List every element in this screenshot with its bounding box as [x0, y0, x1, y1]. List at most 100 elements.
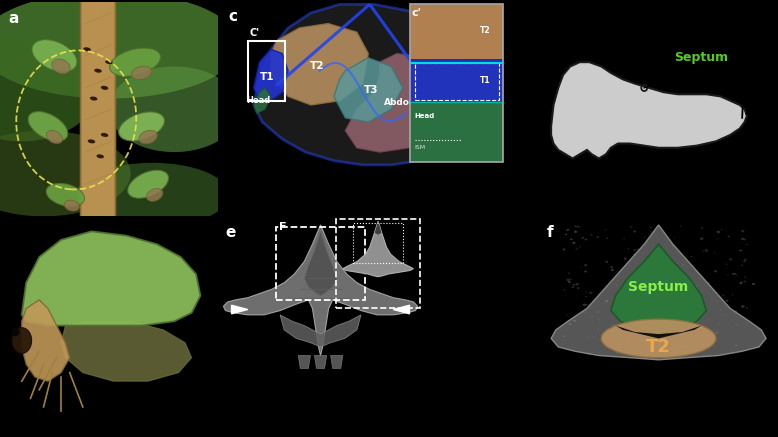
- Ellipse shape: [662, 301, 664, 302]
- Text: Head: Head: [246, 96, 270, 105]
- Text: Septum: Septum: [629, 280, 689, 294]
- Ellipse shape: [664, 350, 666, 351]
- Ellipse shape: [683, 325, 685, 326]
- Ellipse shape: [735, 274, 737, 275]
- Ellipse shape: [722, 295, 724, 296]
- Ellipse shape: [101, 86, 108, 90]
- Polygon shape: [298, 356, 310, 368]
- Ellipse shape: [700, 227, 703, 229]
- Bar: [415, 62, 499, 101]
- Ellipse shape: [618, 280, 619, 281]
- Ellipse shape: [596, 311, 600, 313]
- Text: T2: T2: [310, 62, 324, 71]
- Ellipse shape: [729, 258, 732, 260]
- Ellipse shape: [636, 320, 639, 323]
- Polygon shape: [304, 231, 337, 295]
- Ellipse shape: [709, 328, 712, 330]
- Ellipse shape: [624, 257, 626, 260]
- Ellipse shape: [110, 48, 160, 76]
- Ellipse shape: [632, 273, 635, 275]
- Ellipse shape: [578, 226, 580, 227]
- Ellipse shape: [741, 242, 742, 243]
- Ellipse shape: [598, 329, 599, 331]
- Ellipse shape: [650, 316, 653, 319]
- Ellipse shape: [612, 324, 615, 326]
- Ellipse shape: [582, 337, 584, 338]
- Text: f: f: [546, 225, 553, 240]
- Ellipse shape: [721, 229, 723, 230]
- Polygon shape: [254, 49, 288, 101]
- Ellipse shape: [616, 309, 619, 310]
- Ellipse shape: [743, 281, 746, 283]
- Ellipse shape: [673, 346, 676, 349]
- Ellipse shape: [674, 258, 676, 260]
- Ellipse shape: [601, 335, 602, 336]
- Ellipse shape: [697, 329, 699, 330]
- Ellipse shape: [746, 323, 748, 325]
- Polygon shape: [280, 315, 361, 347]
- Polygon shape: [615, 326, 702, 338]
- Ellipse shape: [576, 225, 579, 228]
- Ellipse shape: [12, 328, 32, 354]
- Ellipse shape: [616, 352, 619, 354]
- Text: F: F: [279, 222, 286, 232]
- Ellipse shape: [584, 264, 587, 266]
- Ellipse shape: [678, 356, 680, 357]
- Ellipse shape: [637, 274, 640, 276]
- Ellipse shape: [605, 261, 608, 263]
- Ellipse shape: [713, 252, 715, 253]
- Ellipse shape: [703, 250, 704, 252]
- Ellipse shape: [734, 273, 736, 274]
- Ellipse shape: [721, 329, 723, 330]
- Ellipse shape: [601, 319, 716, 357]
- Ellipse shape: [714, 271, 717, 272]
- Ellipse shape: [746, 307, 748, 309]
- Ellipse shape: [633, 274, 636, 275]
- Bar: [410, 102, 503, 162]
- Ellipse shape: [650, 231, 652, 232]
- Ellipse shape: [693, 305, 697, 308]
- Ellipse shape: [744, 239, 746, 240]
- Ellipse shape: [681, 309, 682, 311]
- Ellipse shape: [131, 66, 152, 80]
- Bar: [353, 223, 403, 263]
- Bar: [276, 227, 365, 300]
- Ellipse shape: [90, 97, 97, 101]
- Ellipse shape: [568, 281, 571, 283]
- Polygon shape: [254, 4, 485, 165]
- Ellipse shape: [695, 285, 696, 286]
- Ellipse shape: [680, 308, 682, 309]
- Ellipse shape: [664, 325, 665, 326]
- Ellipse shape: [629, 226, 633, 228]
- Ellipse shape: [709, 332, 711, 333]
- Ellipse shape: [616, 285, 618, 286]
- Ellipse shape: [101, 133, 108, 137]
- Ellipse shape: [666, 332, 669, 334]
- Ellipse shape: [571, 319, 575, 322]
- Ellipse shape: [659, 266, 660, 267]
- Ellipse shape: [615, 354, 618, 355]
- Ellipse shape: [746, 244, 748, 245]
- Ellipse shape: [565, 342, 566, 343]
- Ellipse shape: [612, 269, 614, 271]
- Ellipse shape: [723, 354, 726, 356]
- Text: e: e: [226, 225, 236, 240]
- Ellipse shape: [659, 325, 661, 326]
- Ellipse shape: [659, 276, 661, 277]
- Ellipse shape: [713, 291, 714, 292]
- Ellipse shape: [727, 274, 729, 276]
- Ellipse shape: [628, 248, 629, 249]
- Ellipse shape: [732, 312, 734, 314]
- Ellipse shape: [660, 287, 661, 288]
- Ellipse shape: [705, 249, 708, 252]
- Polygon shape: [611, 244, 706, 334]
- Ellipse shape: [688, 282, 689, 283]
- Polygon shape: [345, 54, 460, 152]
- Ellipse shape: [633, 230, 636, 232]
- Ellipse shape: [565, 295, 566, 296]
- Ellipse shape: [585, 296, 587, 297]
- Ellipse shape: [574, 225, 576, 227]
- Polygon shape: [375, 221, 381, 235]
- Ellipse shape: [633, 254, 635, 255]
- Text: Septum: Septum: [675, 52, 729, 64]
